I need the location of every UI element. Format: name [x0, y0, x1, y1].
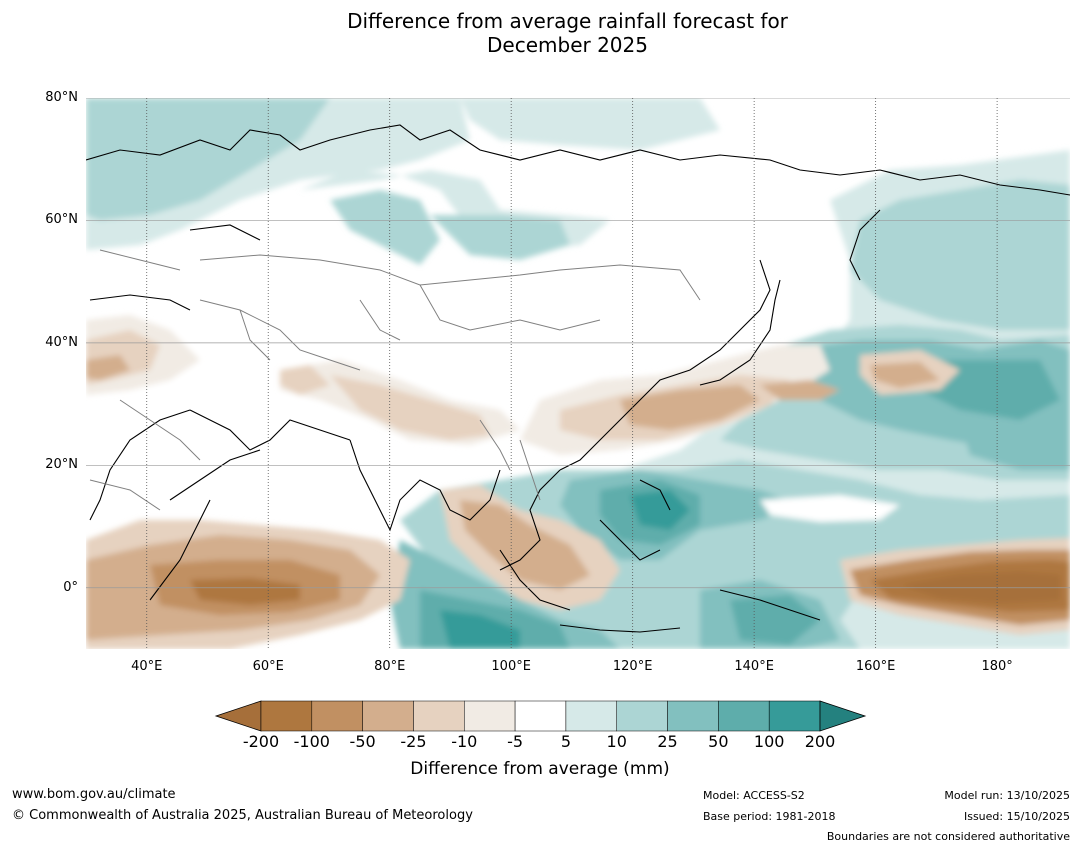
longitude-label: 180°: [981, 659, 1013, 674]
colorbar-swatch: [260, 700, 313, 732]
longitude-label: 60°E: [252, 659, 284, 674]
longitude-label: 120°E: [612, 659, 653, 674]
colorbar-tick-label: 200: [804, 732, 836, 751]
forecast-map: [86, 98, 1070, 649]
title-line-1: Difference from average rainfall forecas…: [347, 9, 788, 33]
longitude-label: 80°E: [374, 659, 406, 674]
colorbar-swatch: [464, 700, 516, 732]
colorbar-tick-label: -100: [293, 732, 330, 751]
colorbar-tick-label: -25: [400, 732, 427, 751]
coastlines: [86, 124, 1070, 633]
model-run-date: Model run: 13/10/2025: [944, 789, 1070, 802]
issued-date: Issued: 15/10/2025: [963, 810, 1070, 823]
latitude-gridlines: [86, 98, 1070, 589]
website-link[interactable]: www.bom.gov.au/climate: [12, 787, 176, 802]
colorbar-tick-label: -200: [242, 732, 280, 751]
longitude-label: 140°E: [734, 659, 774, 674]
country-boundaries: [89, 249, 701, 511]
latitude-label: 0°: [63, 579, 78, 595]
boundaries-disclaimer: Boundaries are not considered authoritat…: [826, 830, 1070, 843]
colorbar-tick-label: 5: [560, 732, 571, 751]
colorbar-extend-low: [214, 700, 262, 732]
colorbar-tick-label: -10: [451, 732, 478, 751]
copyright-notice: © Commonwealth of Australia 2025, Austra…: [12, 808, 473, 823]
colorbar-swatch: [311, 700, 363, 732]
colorbar-swatch: [362, 700, 414, 732]
colorbar-extend-high: [819, 700, 867, 732]
colorbar-tick-label: 25: [657, 732, 678, 751]
colorbar-title: Difference from average (mm): [410, 759, 670, 779]
longitude-gridlines: [146, 98, 998, 649]
anomaly-field: [86, 98, 1070, 649]
colorbar-swatch: [616, 700, 668, 732]
colorbar: [214, 700, 867, 732]
colorbar-tick-label: 10: [606, 732, 627, 751]
colorbar-tick-label: 50: [708, 732, 729, 751]
colorbar-swatch: [413, 700, 465, 732]
longitude-label: 160°E: [855, 659, 896, 674]
colorbar-swatch: [565, 700, 617, 732]
colorbar-swatch: [667, 700, 719, 732]
colorbar-tick-label: 100: [753, 732, 785, 751]
latitude-label: 80°N: [45, 90, 78, 105]
latitude-label: 20°N: [45, 457, 78, 473]
map-title: Difference from average rainfall forecas…: [0, 9, 1081, 57]
longitude-label: 40°E: [131, 659, 163, 674]
colorbar-tick-label: -50: [349, 732, 376, 751]
colorbar-swatch: [768, 700, 821, 732]
longitude-label: 100°E: [491, 659, 531, 674]
title-line-2: December 2025: [487, 33, 648, 57]
colorbar-tick-label: -5: [507, 732, 524, 751]
base-period: Base period: 1981-2018: [703, 810, 836, 823]
latitude-label: 40°N: [45, 334, 78, 350]
colorbar-swatch: [718, 700, 770, 732]
model-name: Model: ACCESS-S2: [703, 789, 805, 802]
graticule: [86, 98, 1070, 649]
latitude-label: 60°N: [45, 212, 78, 228]
colorbar-swatch: [514, 700, 567, 732]
